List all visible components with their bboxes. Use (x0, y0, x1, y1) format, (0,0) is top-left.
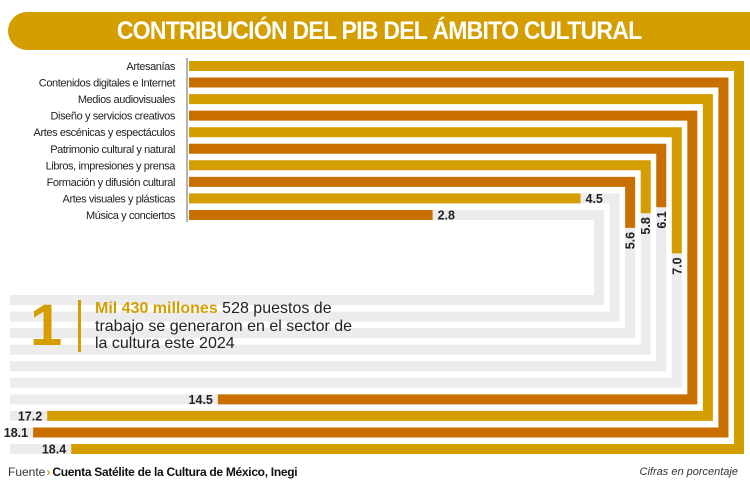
value-label: 4.5 (586, 192, 603, 206)
bar (10, 77, 729, 438)
category-label: Música y conciertos (86, 210, 176, 222)
category-label: Patrimonio cultural y natural (50, 144, 175, 156)
value-label: 6.1 (655, 211, 669, 228)
chevron-right-icon: › (46, 465, 51, 479)
callout-number: 1 (30, 293, 63, 358)
value-label: 18.4 (42, 443, 66, 457)
bar (10, 209, 605, 306)
label-group: Artesanías 18.4 Contenidos digitales e Int… (4, 61, 685, 457)
bar (10, 110, 698, 405)
bar (10, 127, 682, 388)
category-label: Libros, impresiones y prensa (46, 160, 177, 172)
category-label: Artes visuales y plásticas (63, 193, 176, 205)
bar (10, 160, 651, 355)
bar (10, 176, 636, 339)
bar (10, 193, 620, 322)
callout-divider (78, 300, 81, 352)
title-banner: CONTRIBUCIÓN DEL PIB DEL ÁMBITO CULTURAL (8, 12, 750, 50)
bar-track (10, 110, 698, 405)
callout-highlight: Mil 430 millones (95, 300, 218, 317)
category-label: Artes escénicas y espectáculos (34, 127, 176, 139)
callout-body: 528 puestos de trabajo se generaron en e… (95, 300, 353, 352)
category-label: Formación y difusión cultural (47, 177, 175, 189)
value-label: 2.8 (438, 208, 455, 222)
value-label: 17.2 (18, 409, 42, 423)
category-label: Medios audiovisuales (78, 94, 176, 106)
chart-title: CONTRIBUCIÓN DEL PIB DEL ÁMBITO CULTURAL (116, 16, 642, 45)
value-label: 5.8 (639, 217, 653, 234)
source-text: Cuenta Satélite de la Cultura de México,… (52, 465, 298, 479)
category-label: Diseño y servicios creativos (50, 111, 175, 123)
bar-group (10, 61, 744, 454)
value-label: 5.6 (624, 232, 638, 249)
value-label: 18.1 (4, 426, 28, 440)
units-note: Cifras en porcentaje (639, 466, 738, 478)
bar (10, 143, 667, 372)
value-label: 14.5 (189, 393, 213, 407)
source-footer: Fuente› Cuenta Satélite de la Cultura de … (8, 465, 298, 479)
source-label: Fuente (8, 465, 46, 479)
track-group (10, 61, 744, 454)
bar-track (10, 209, 605, 306)
callout-text: Mil 430 millones 528 puestos de trabajo … (95, 300, 355, 353)
category-label: Artesanías (126, 61, 175, 73)
bar (10, 94, 713, 421)
jobs-callout: 1 Mil 430 millones 528 puestos de trabaj… (30, 293, 355, 358)
value-label: 7.0 (670, 257, 684, 274)
category-label: Contenidos digitales e Internet (39, 78, 176, 90)
bar (10, 61, 744, 454)
